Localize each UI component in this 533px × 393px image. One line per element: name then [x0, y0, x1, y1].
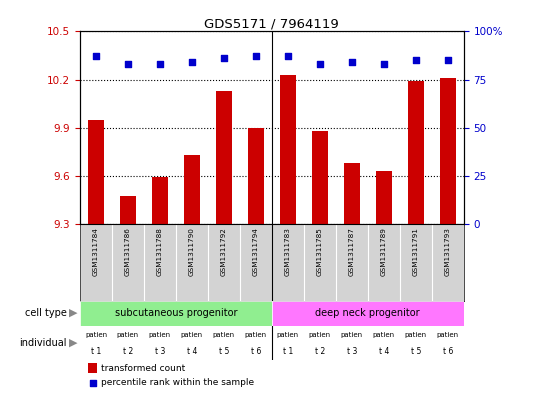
Text: patien: patien: [309, 332, 331, 338]
Point: [348, 59, 356, 65]
Text: patien: patien: [405, 332, 427, 338]
Text: GSM1311790: GSM1311790: [189, 228, 195, 276]
Text: GSM1311787: GSM1311787: [349, 228, 355, 276]
Point: [284, 53, 292, 60]
Text: patien: patien: [117, 332, 139, 338]
Bar: [80, 301, 272, 326]
Bar: [440, 78, 456, 224]
Point: [220, 55, 228, 61]
Point: [411, 57, 420, 63]
Text: patien: patien: [181, 332, 203, 338]
Text: GSM1311784: GSM1311784: [93, 228, 99, 276]
Bar: [87, 363, 97, 373]
Bar: [152, 177, 168, 224]
Bar: [216, 91, 232, 224]
Bar: [376, 171, 392, 224]
Bar: [120, 196, 136, 224]
Text: patien: patien: [437, 332, 459, 338]
Point: [124, 61, 132, 67]
Text: subcutaneous progenitor: subcutaneous progenitor: [115, 308, 237, 318]
Text: GSM1311791: GSM1311791: [413, 228, 419, 276]
Point: [188, 59, 196, 65]
Bar: [408, 81, 424, 224]
Point: [88, 380, 97, 386]
Text: GSM1311788: GSM1311788: [157, 228, 163, 276]
Text: transformed count: transformed count: [101, 364, 185, 373]
Text: ▶: ▶: [69, 338, 77, 348]
Text: patien: patien: [373, 332, 395, 338]
Text: t 2: t 2: [314, 347, 325, 356]
Text: individual: individual: [19, 338, 67, 348]
Bar: [88, 119, 104, 224]
Text: t 6: t 6: [442, 347, 453, 356]
Text: GSM1311793: GSM1311793: [445, 228, 451, 276]
Bar: [344, 163, 360, 224]
Text: t 1: t 1: [282, 347, 293, 356]
Text: GSM1311789: GSM1311789: [381, 228, 387, 276]
Point: [316, 61, 324, 67]
Point: [92, 53, 100, 60]
Text: deep neck progenitor: deep neck progenitor: [316, 308, 420, 318]
Text: t 3: t 3: [346, 347, 357, 356]
Text: t 5: t 5: [219, 347, 229, 356]
Text: patien: patien: [277, 332, 299, 338]
Bar: [184, 155, 200, 224]
Text: patien: patien: [213, 332, 235, 338]
Text: t 3: t 3: [155, 347, 165, 356]
Bar: [312, 131, 328, 224]
Bar: [248, 128, 264, 224]
Point: [379, 61, 388, 67]
Title: GDS5171 / 7964119: GDS5171 / 7964119: [205, 17, 339, 30]
Point: [443, 57, 452, 63]
Text: cell type: cell type: [25, 308, 67, 318]
Text: t 4: t 4: [187, 347, 197, 356]
Text: GSM1311785: GSM1311785: [317, 228, 323, 276]
Text: ▶: ▶: [69, 308, 77, 318]
Text: t 1: t 1: [91, 347, 101, 356]
Text: patien: patien: [245, 332, 267, 338]
Text: t 2: t 2: [123, 347, 133, 356]
Text: patien: patien: [85, 332, 107, 338]
Text: t 5: t 5: [410, 347, 421, 356]
Text: GSM1311783: GSM1311783: [285, 228, 291, 276]
Text: percentile rank within the sample: percentile rank within the sample: [101, 378, 254, 387]
Point: [156, 61, 164, 67]
Bar: [272, 301, 464, 326]
Bar: [280, 75, 296, 224]
Point: [252, 53, 260, 60]
Text: GSM1311792: GSM1311792: [221, 228, 227, 276]
Text: t 4: t 4: [378, 347, 389, 356]
Text: GSM1311794: GSM1311794: [253, 228, 259, 276]
Text: patien: patien: [341, 332, 363, 338]
Text: t 6: t 6: [251, 347, 261, 356]
Text: GSM1311786: GSM1311786: [125, 228, 131, 276]
Text: patien: patien: [149, 332, 171, 338]
